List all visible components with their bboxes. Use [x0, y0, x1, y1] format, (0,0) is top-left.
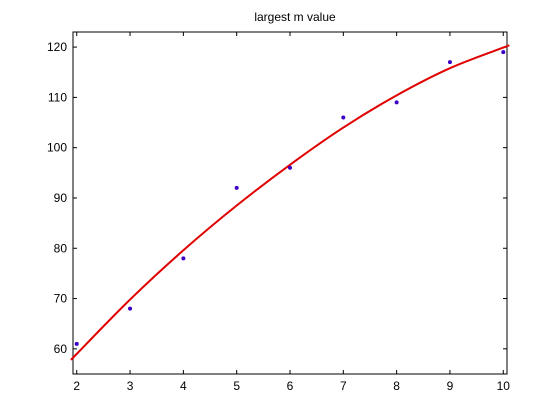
plot-frame	[72, 31, 508, 375]
data-point-8	[501, 50, 506, 55]
data-point-1	[128, 306, 133, 311]
y-tick-label-4: 100	[47, 141, 67, 155]
data-point-2	[181, 256, 186, 261]
y-tick-label-6: 120	[47, 40, 67, 54]
x-tick-label-6: 8	[393, 379, 400, 393]
data-point-6	[394, 100, 399, 105]
data-point-0	[74, 341, 79, 346]
x-tick-label-5: 7	[340, 379, 347, 393]
x-tick-label-4: 6	[287, 379, 294, 393]
fit-line	[70, 44, 510, 361]
x-tick-label-8: 10	[497, 379, 511, 393]
x-tick-label-2: 4	[180, 379, 187, 393]
x-tick-label-7: 9	[447, 379, 454, 393]
data-point-5	[341, 115, 346, 120]
data-point-7	[447, 60, 452, 65]
x-tick-label-0: 2	[73, 379, 80, 393]
axis-ticks	[73, 32, 507, 374]
data-point-4	[288, 165, 292, 170]
y-tick-label-1: 70	[54, 292, 68, 306]
axis-tick-labels: 2 3 4 5 6 7 8 9 10 60 70 80 90 100 110 120	[47, 40, 510, 393]
data-point-3	[234, 185, 239, 190]
y-tick-label-2: 80	[54, 241, 68, 255]
y-tick-label-3: 90	[54, 191, 68, 205]
x-tick-label-1: 3	[127, 379, 134, 393]
chart-title: largest m value	[254, 10, 336, 24]
series-layer	[70, 44, 510, 361]
y-tick-label-5: 110	[48, 90, 67, 104]
y-tick-label-0: 60	[54, 342, 68, 356]
x-tick-label-3: 5	[233, 379, 240, 393]
